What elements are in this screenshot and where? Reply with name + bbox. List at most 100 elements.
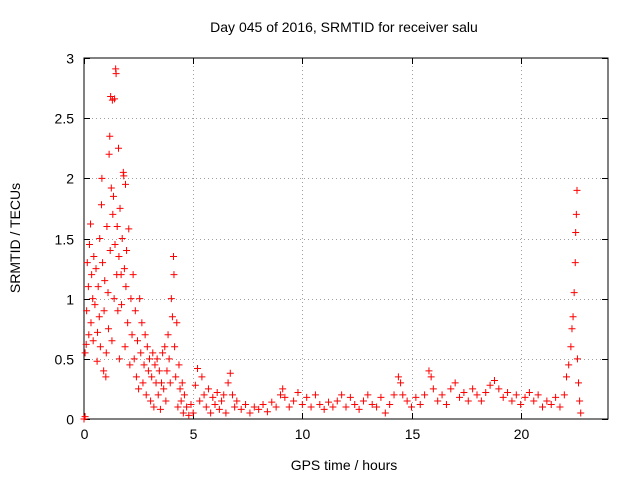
data-point xyxy=(521,393,529,401)
data-point xyxy=(250,403,258,411)
x-tick-label: 5 xyxy=(190,426,198,442)
data-point xyxy=(183,403,191,411)
data-point xyxy=(121,180,129,188)
x-tick-label: 10 xyxy=(295,426,311,442)
data-point xyxy=(539,403,546,411)
data-point xyxy=(442,401,450,409)
data-point xyxy=(114,307,122,315)
data-point xyxy=(117,271,125,279)
data-point xyxy=(427,373,435,381)
data-point xyxy=(90,253,98,261)
data-point xyxy=(233,397,241,405)
data-point xyxy=(560,391,568,399)
data-point xyxy=(120,265,128,273)
data-point xyxy=(412,393,420,401)
data-point xyxy=(242,401,250,409)
data-point xyxy=(577,409,585,417)
data-point xyxy=(159,349,167,357)
data-point xyxy=(165,355,173,363)
data-point xyxy=(575,379,583,387)
data-point xyxy=(166,379,174,387)
data-point xyxy=(198,373,206,381)
data-point xyxy=(237,405,245,413)
data-point xyxy=(390,391,398,399)
y-tick-label: 1.5 xyxy=(55,232,75,248)
y-tick-label: 3 xyxy=(66,51,74,67)
data-point xyxy=(170,271,178,279)
data-point xyxy=(118,235,126,242)
data-point xyxy=(569,313,577,321)
data-point xyxy=(104,325,112,333)
data-point xyxy=(106,247,114,255)
data-point xyxy=(368,401,376,409)
data-point xyxy=(486,381,494,389)
data-point xyxy=(200,391,208,399)
data-point xyxy=(495,385,503,393)
x-tick-label: 20 xyxy=(514,426,530,442)
data-point xyxy=(135,385,143,393)
data-point xyxy=(109,210,117,218)
data-point xyxy=(218,397,226,405)
data-point xyxy=(572,228,580,236)
data-point xyxy=(104,289,112,297)
data-point xyxy=(408,403,415,411)
data-point xyxy=(115,355,123,363)
data-point xyxy=(138,319,146,327)
data-point xyxy=(447,385,455,393)
data-point xyxy=(128,331,136,339)
data-point xyxy=(144,367,152,375)
data-point xyxy=(85,241,93,249)
data-point xyxy=(137,349,145,357)
data-point xyxy=(116,204,124,212)
plot-frame xyxy=(83,57,609,420)
data-point xyxy=(85,331,93,339)
data-point xyxy=(499,393,507,401)
data-point xyxy=(508,397,516,405)
data-point xyxy=(490,376,498,384)
data-point xyxy=(438,391,446,399)
data-point xyxy=(118,301,126,309)
data-point xyxy=(101,277,109,285)
data-point xyxy=(98,174,106,182)
data-point xyxy=(377,393,385,401)
data-point xyxy=(325,398,333,406)
data-point xyxy=(303,393,311,401)
data-point xyxy=(469,385,477,393)
data-point xyxy=(226,369,234,377)
data-point xyxy=(204,385,212,393)
data-point xyxy=(311,391,319,399)
data-point xyxy=(329,403,337,411)
data-point xyxy=(88,271,96,279)
data-point xyxy=(161,343,169,351)
data-point xyxy=(185,411,193,419)
data-point xyxy=(129,271,137,279)
grid xyxy=(84,58,608,419)
data-point xyxy=(570,289,578,297)
data-point xyxy=(87,319,95,327)
data-point xyxy=(572,210,580,218)
data-point xyxy=(355,405,363,413)
y-tick-label: 2 xyxy=(66,171,74,187)
data-point xyxy=(158,379,166,387)
data-point xyxy=(120,172,128,180)
data-point xyxy=(114,144,122,152)
data-point xyxy=(168,313,176,321)
data-point xyxy=(93,357,101,365)
data-point xyxy=(571,259,579,267)
data-point xyxy=(211,401,219,409)
chart-title: Day 045 of 2016, SRMTID for receiver sal… xyxy=(210,19,478,35)
data-point xyxy=(170,253,178,261)
data-point xyxy=(94,283,102,291)
data-point xyxy=(108,337,116,345)
data-point xyxy=(576,397,584,405)
data-point xyxy=(416,401,424,409)
data-point xyxy=(87,220,95,228)
data-point xyxy=(175,361,183,369)
data-point xyxy=(394,373,402,381)
data-point xyxy=(399,391,407,399)
data-point xyxy=(115,253,123,261)
data-point xyxy=(316,401,324,409)
data-point xyxy=(425,367,433,375)
data-point xyxy=(460,389,468,397)
y-tick-label: 2.5 xyxy=(55,111,75,127)
